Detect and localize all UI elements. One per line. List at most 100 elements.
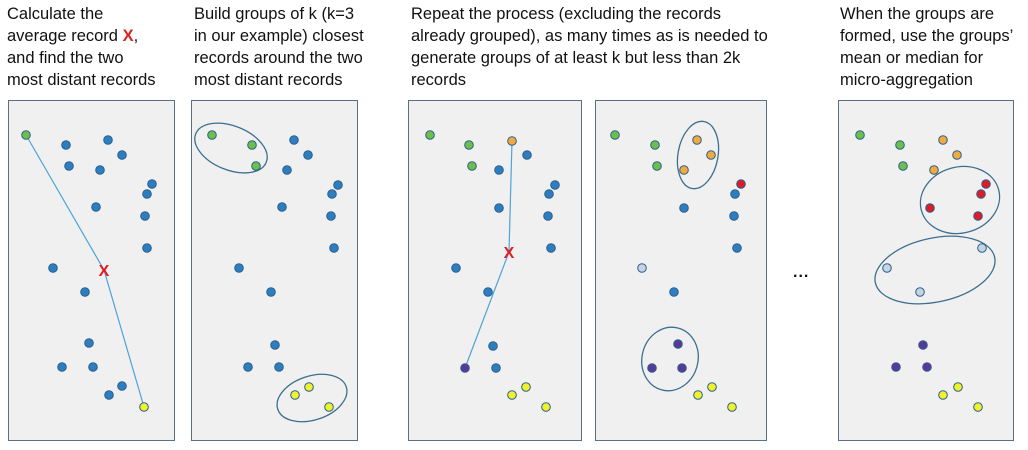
caption-line: Repeat the process (excluding the record… (411, 5, 722, 23)
blue-record-dot (140, 211, 150, 221)
group-ellipse (874, 235, 996, 305)
caption-line: already grouped), as many times as is ne… (411, 27, 768, 45)
blue-record-dot (266, 287, 276, 297)
blue-record-dot (329, 243, 339, 253)
panel-4 (595, 100, 767, 441)
blue-record-dot (543, 211, 553, 221)
average-record-marker: X (504, 245, 515, 262)
blue-record-dot (451, 263, 461, 273)
yellow-record-dot (541, 402, 551, 412)
blue-record-dot (104, 390, 114, 400)
caption-line: most distant records (194, 71, 343, 89)
blue-record-dot (243, 362, 253, 372)
yellow-record-dot (973, 402, 983, 412)
green-record-dot (895, 140, 905, 150)
lightblue-record-dot (882, 263, 892, 273)
group-ellipse (676, 120, 720, 190)
blue-record-dot (491, 363, 501, 373)
blue-record-dot (80, 287, 90, 297)
blue-record-dot (142, 243, 152, 253)
blue-record-dot (142, 189, 152, 199)
blue-record-dot (679, 203, 689, 213)
panel-2 (191, 100, 358, 441)
distance-line (508, 140, 513, 253)
yellow-record-dot (938, 390, 948, 400)
blue-record-dot (333, 180, 343, 190)
caption-line: When the groups are (840, 5, 995, 23)
blue-record-dot (270, 340, 280, 350)
blue-record-dot (669, 287, 679, 297)
panel-5 (838, 100, 1014, 441)
caption-line: most distant records (7, 71, 156, 89)
blue-record-dot (103, 135, 113, 145)
lightblue-record-dot (637, 263, 647, 273)
green-record-dot (207, 130, 217, 140)
green-record-dot (21, 130, 31, 140)
blue-record-dot (95, 165, 105, 175)
caption-text: , (133, 27, 139, 45)
distance-line (103, 269, 145, 408)
orange-record-dot (929, 165, 939, 175)
caption-step-2: Build groups of k (k=3 in our example) c… (194, 3, 364, 91)
blue-record-dot (57, 362, 67, 372)
orange-record-dot (507, 136, 517, 146)
ellipsis: ... (793, 264, 810, 281)
caption-line: records (411, 71, 467, 89)
blue-record-dot (494, 165, 504, 175)
blue-record-dot (64, 161, 74, 171)
lightblue-record-dot (915, 287, 925, 297)
orange-record-dot (679, 165, 689, 175)
group-ellipse (194, 122, 268, 174)
yellow-record-dot (290, 390, 300, 400)
orange-record-dot (692, 135, 702, 145)
caption-step-4: When the groups are formed, use the grou… (840, 3, 1013, 91)
caption-line: records around the two (194, 49, 363, 67)
caption-text: average record (7, 27, 123, 45)
caption-line: micro-aggregation (840, 71, 973, 89)
red-record-dot (736, 179, 746, 189)
red-record-dot (976, 189, 986, 199)
yellow-record-dot (953, 382, 963, 392)
lightblue-record-dot (977, 243, 987, 253)
blue-record-dot (277, 202, 287, 212)
yellow-record-dot (693, 390, 703, 400)
blue-record-dot (289, 135, 299, 145)
blue-record-dot (483, 287, 493, 297)
caption-line: Build groups of k (k=3 (194, 5, 355, 23)
purple-record-dot (460, 363, 470, 373)
blue-record-dot (48, 263, 58, 273)
caption-line: average record X, (7, 25, 156, 47)
caption-line: generate groups of at least k but less t… (411, 49, 741, 67)
group-ellipse (276, 373, 348, 423)
blue-record-dot (282, 165, 292, 175)
yellow-record-dot (324, 402, 334, 412)
blue-record-dot (61, 140, 71, 150)
blue-record-dot (488, 341, 498, 351)
purple-record-dot (673, 339, 683, 349)
caption-line: formed, use the groups’ (840, 27, 1014, 45)
blue-record-dot (494, 203, 504, 213)
orange-record-dot (706, 150, 716, 160)
blue-record-dot (730, 189, 740, 199)
green-record-dot (898, 161, 908, 171)
red-record-dot (973, 211, 983, 221)
blue-record-dot (550, 180, 560, 190)
caption-line: Calculate the (7, 5, 104, 23)
average-record-marker: X (99, 263, 110, 280)
blue-record-dot (522, 150, 532, 160)
average-record-x-label: X (122, 27, 134, 45)
purple-record-dot (918, 340, 928, 350)
blue-record-dot (546, 243, 556, 253)
blue-record-dot (274, 362, 284, 372)
green-record-dot (251, 161, 261, 171)
caption-line: mean or median for (840, 49, 984, 67)
green-record-dot (652, 161, 662, 171)
yellow-record-dot (521, 382, 531, 392)
yellow-record-dot (304, 382, 314, 392)
blue-record-dot (729, 211, 739, 221)
caption-step-3: Repeat the process (excluding the record… (411, 3, 768, 91)
group-ellipse (641, 326, 699, 392)
distance-line (464, 251, 510, 369)
blue-record-dot (117, 150, 127, 160)
